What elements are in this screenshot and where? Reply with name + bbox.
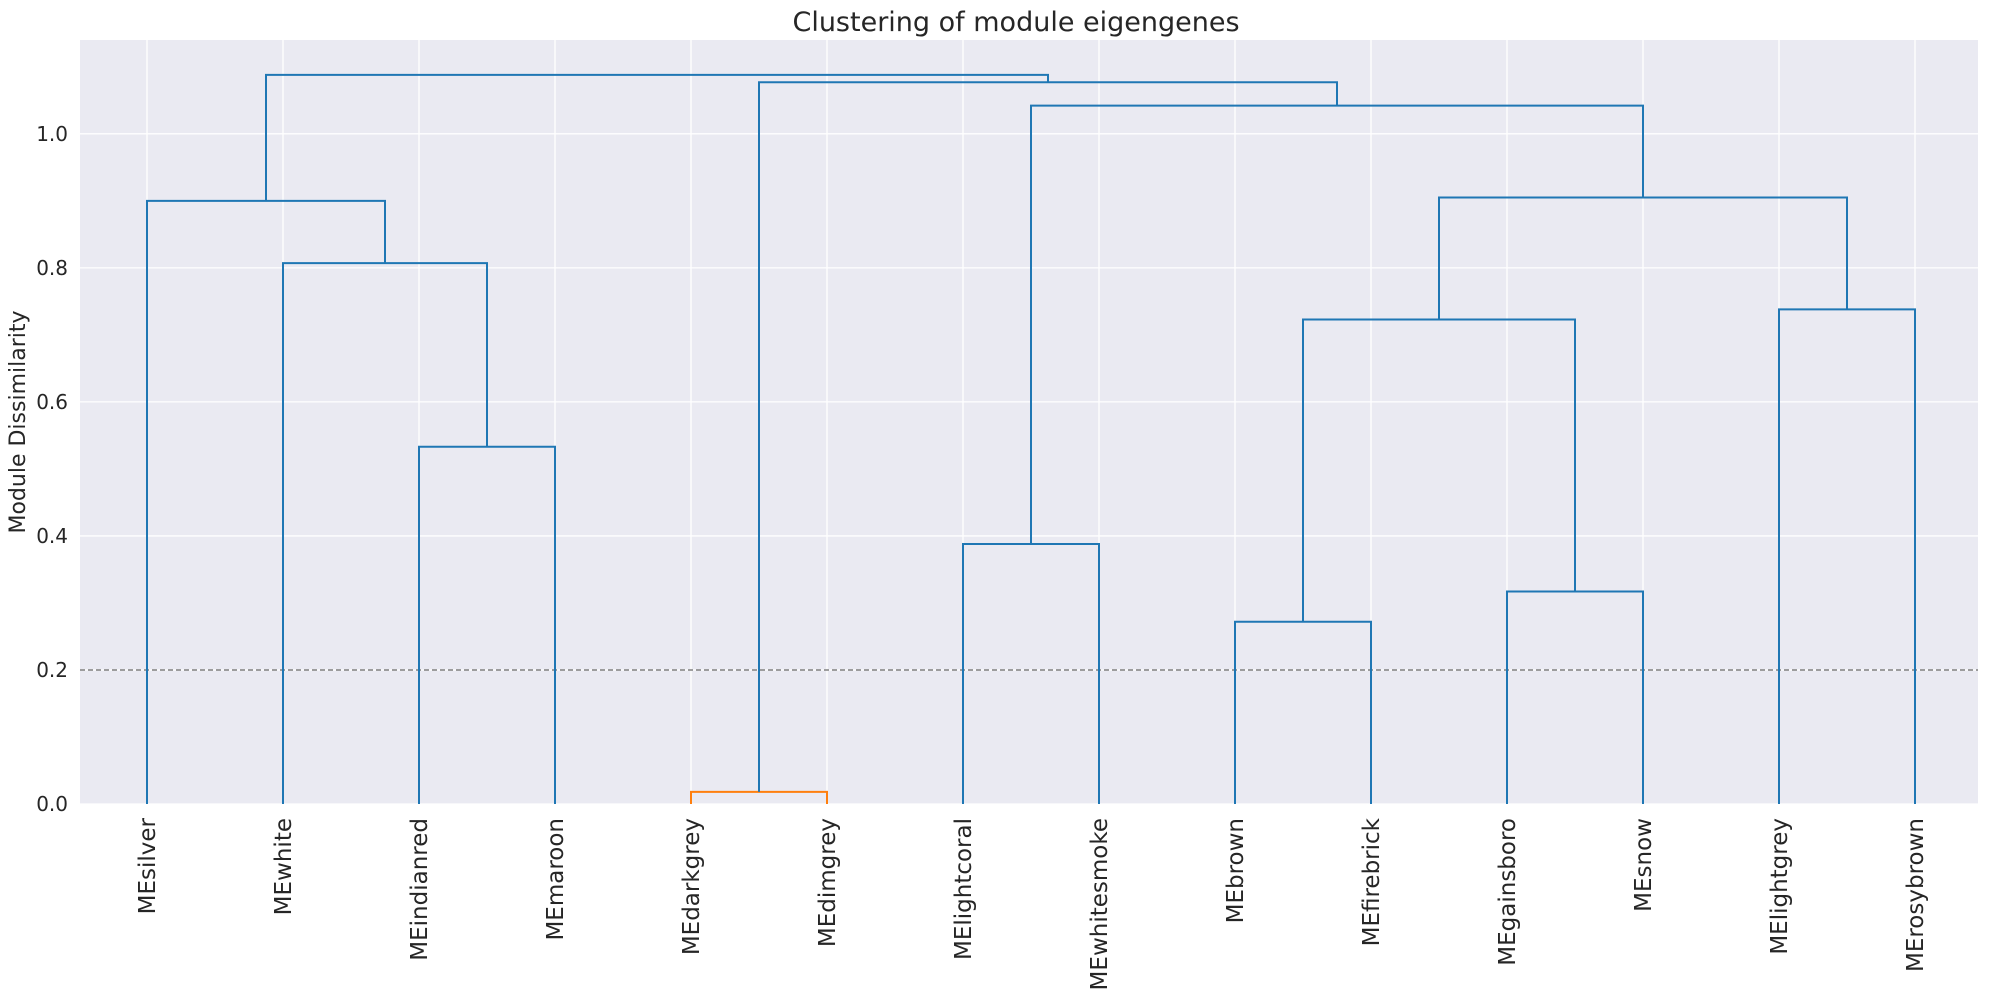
y-tick-label: 0.6 [36, 390, 68, 414]
y-axis-label: Module Dissimilarity [6, 310, 31, 533]
leaf-label: MEindianred [407, 818, 433, 961]
y-tick-label: 0.4 [36, 524, 68, 548]
leaf-label: MElightgrey [1767, 818, 1793, 955]
y-axis-ticks: 0.0 0.2 0.4 0.6 0.8 1.0 [36, 122, 68, 816]
chart-title: Clustering of module eigengenes [792, 7, 1239, 38]
dendrogram-link [1778, 308, 1916, 804]
dendrogram-link [962, 542, 1100, 804]
plot-area [80, 40, 1978, 804]
leaf-label: MEgainsboro [1495, 818, 1521, 966]
dendrogram-link [758, 81, 1338, 792]
y-tick-label: 1.0 [36, 122, 68, 146]
y-tick-label: 0.8 [36, 256, 68, 280]
leaf-label: MEsnow [1631, 818, 1657, 912]
leaf-label: MEwhitesmoke [1087, 818, 1113, 989]
leaf-label: MEwhite [271, 818, 297, 915]
leaf-label: MEbrown [1223, 818, 1249, 923]
leaf-label: MEsilver [135, 817, 161, 914]
leaf-label: MEdimgrey [815, 818, 841, 947]
y-tick-label: 0.2 [36, 658, 68, 682]
dendrogram-link [690, 790, 828, 804]
dendrogram-links [146, 73, 1916, 804]
x-axis-leaf-labels: MEsilver MEwhite MEindianred MEmaroon MEdark… [135, 817, 1929, 989]
leaf-label: MEmaroon [543, 818, 569, 941]
leaf-label: MEfirebrick [1359, 817, 1385, 946]
leaf-label: MEdarkgrey [679, 818, 705, 955]
leaf-label: MElightcoral [951, 818, 977, 960]
leaf-label: MErosybrown [1903, 818, 1929, 972]
y-tick-label: 0.0 [36, 792, 68, 816]
dendrogram-link [265, 73, 1049, 201]
